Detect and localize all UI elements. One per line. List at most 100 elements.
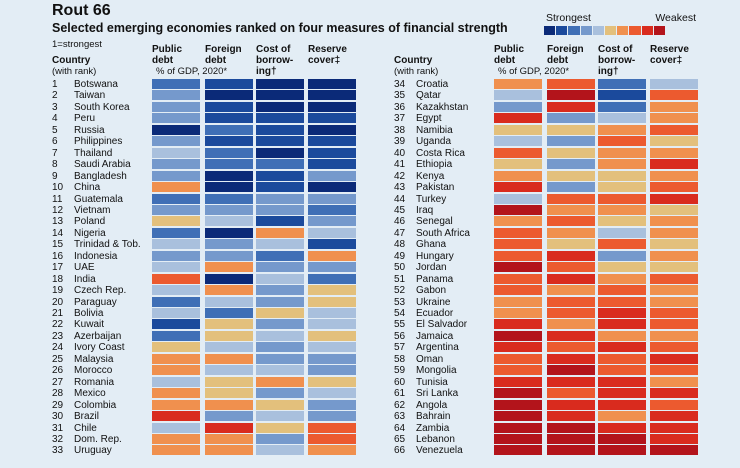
row-rank: 39 <box>394 136 406 148</box>
row-rank: 52 <box>394 285 406 297</box>
heat-cell-reserve-cover <box>308 376 356 387</box>
heat-cell-reserve-cover <box>650 319 698 330</box>
heat-cell-public-debt <box>152 193 200 204</box>
heat-cell-public-debt <box>152 101 200 112</box>
heat-cell-foreign-debt <box>547 136 595 147</box>
row-country: Uruguay <box>74 445 112 457</box>
heat-cell-foreign-debt <box>547 124 595 135</box>
table-row: 50 Jordan <box>394 262 698 273</box>
row-country: El Salvador <box>416 319 468 331</box>
heat-cell-reserve-cover <box>308 216 356 227</box>
heat-cell-foreign-debt <box>205 250 253 261</box>
row-rank: 58 <box>394 353 406 365</box>
heat-cell-reserve-cover <box>308 411 356 422</box>
table-row: 35 Qatar <box>394 90 698 101</box>
row-rank: 7 <box>52 147 58 159</box>
legend-swatch-3 <box>580 26 592 35</box>
table-row: 13 Poland <box>52 216 356 227</box>
row-rank: 59 <box>394 365 406 377</box>
row-rank: 51 <box>394 273 406 285</box>
heat-cell-reserve-cover <box>308 136 356 147</box>
heat-cell-foreign-debt <box>205 204 253 215</box>
row-country: Czech Rep. <box>74 285 127 297</box>
heat-cell-cost-of-borrowing <box>598 411 646 422</box>
heat-cell-foreign-debt <box>547 388 595 399</box>
row-country: Chile <box>74 422 97 434</box>
heat-cell-cost-of-borrowing <box>598 79 646 89</box>
row-rank: 3 <box>52 101 58 113</box>
heat-cell-foreign-debt <box>205 433 253 444</box>
row-rank: 6 <box>52 136 58 148</box>
row-rank: 50 <box>394 262 406 274</box>
table-row: 14 Nigeria <box>52 227 356 239</box>
heat-cell-cost-of-borrowing <box>598 216 646 227</box>
table-row: 6 Philippines <box>52 136 356 147</box>
table-row: 66 Venezuela <box>394 445 698 456</box>
heat-cell-foreign-debt <box>205 113 253 124</box>
row-rank: 32 <box>52 433 64 445</box>
header-public-debt: Public debt <box>152 44 183 66</box>
heat-cell-foreign-debt <box>205 330 253 341</box>
table-row: 17 UAE <box>52 262 356 273</box>
heat-cell-foreign-debt <box>547 204 595 215</box>
table-row: 19 Czech Rep. <box>52 285 356 296</box>
heat-cell-cost-of-borrowing <box>256 330 304 341</box>
table-row: 26 Morocco <box>52 365 356 376</box>
color-legend: Strongest Weakest <box>544 12 696 36</box>
heat-cell-cost-of-borrowing <box>256 79 304 89</box>
heat-cell-reserve-cover <box>308 388 356 399</box>
table-row: 29 Colombia <box>52 399 356 411</box>
heat-cell-public-debt <box>494 239 542 250</box>
heat-cell-foreign-debt <box>547 433 595 444</box>
heat-cell-foreign-debt <box>547 227 595 238</box>
heat-cell-reserve-cover <box>308 124 356 135</box>
row-country: Saudi Arabia <box>74 159 131 171</box>
heat-cell-reserve-cover <box>650 159 698 170</box>
heat-cell-public-debt <box>494 273 542 284</box>
heat-cell-cost-of-borrowing <box>598 296 646 307</box>
heat-cell-cost-of-borrowing <box>256 216 304 227</box>
legend-swatch-4 <box>592 26 604 35</box>
row-country: Bangladesh <box>74 170 127 182</box>
header-reserve-cover: Reserve cover‡ <box>650 44 689 66</box>
heat-cell-cost-of-borrowing <box>598 353 646 364</box>
row-rank: 47 <box>394 227 406 239</box>
row-rank: 20 <box>52 296 64 308</box>
row-rank: 63 <box>394 411 406 423</box>
row-country: Kuwait <box>74 319 105 331</box>
heat-cell-foreign-debt <box>547 182 595 193</box>
heat-cell-foreign-debt <box>547 159 595 170</box>
row-country: Indonesia <box>74 250 118 262</box>
heat-cell-cost-of-borrowing <box>598 319 646 330</box>
heat-cell-reserve-cover <box>308 342 356 353</box>
row-rank: 65 <box>394 433 406 445</box>
heat-cell-cost-of-borrowing <box>598 388 646 399</box>
legend-swatch-2 <box>568 26 580 35</box>
heat-cell-foreign-debt <box>547 216 595 227</box>
heat-cell-public-debt <box>152 262 200 273</box>
heat-cell-public-debt <box>494 182 542 193</box>
header-cost-of-borrowing: Cost of borrow-ing† <box>598 44 636 77</box>
heat-cell-public-debt <box>152 388 200 399</box>
heat-cell-reserve-cover <box>308 113 356 124</box>
table-row: 43 Pakistan <box>394 182 698 193</box>
heat-cell-foreign-debt <box>547 193 595 204</box>
row-country: Ivory Coast <box>74 342 125 354</box>
row-rank: 17 <box>52 262 64 274</box>
heat-cell-foreign-debt <box>547 239 595 250</box>
row-rank: 14 <box>52 227 64 239</box>
heat-cell-foreign-debt <box>547 422 595 433</box>
row-country: Argentina <box>416 342 459 354</box>
heat-cell-reserve-cover <box>650 422 698 433</box>
heat-cell-reserve-cover <box>650 101 698 112</box>
row-rank: 36 <box>394 101 406 113</box>
row-country: Brazil <box>74 411 100 423</box>
table-row: 3 South Korea <box>52 101 356 113</box>
heat-cell-public-debt <box>152 90 200 101</box>
heat-cell-foreign-debt <box>205 308 253 318</box>
table-row: 48 Ghana <box>394 239 698 250</box>
row-country: Bahrain <box>416 411 451 423</box>
heat-cell-reserve-cover <box>650 433 698 444</box>
table-row: 24 Ivory Coast <box>52 342 356 353</box>
row-country: Ukraine <box>416 296 451 308</box>
